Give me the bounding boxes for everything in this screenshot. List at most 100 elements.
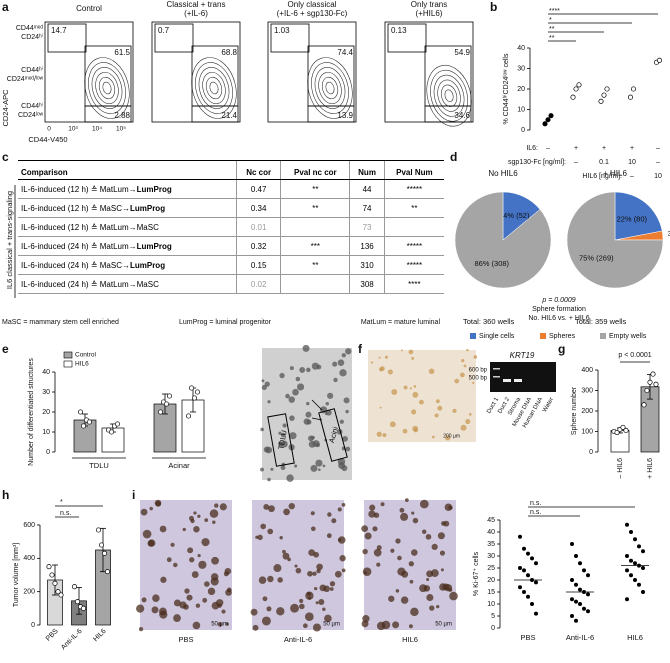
cell: 0.01 [235, 217, 281, 237]
point [534, 611, 538, 616]
cell: **** [383, 274, 444, 294]
point [574, 554, 578, 558]
gate-value: 34.6 [454, 111, 470, 120]
photo-texture [173, 562, 178, 568]
pie-title: + HIL6 [603, 169, 627, 178]
contour [437, 79, 461, 112]
photo-texture [411, 409, 417, 415]
point [86, 419, 93, 425]
photo-texture [376, 562, 381, 567]
photo-texture [214, 503, 219, 508]
photo-texture [225, 622, 229, 626]
photo-texture [299, 603, 305, 610]
target: LumProg [129, 260, 166, 270]
photo-texture [204, 581, 210, 587]
legend-label: Spheres [549, 333, 576, 340]
pie-label: 3% (10) [668, 229, 670, 238]
photo-texture [329, 581, 336, 587]
x-tick-label: PBS [520, 633, 535, 642]
y-tick-label: 600 [23, 522, 35, 529]
plot-title: Control [76, 4, 102, 13]
point [522, 568, 526, 573]
photo-texture [278, 431, 282, 435]
photo-texture [312, 571, 317, 576]
gate [424, 105, 472, 123]
photo-texture [334, 570, 342, 578]
plot-title: (+IL-6) [184, 9, 208, 18]
cell: ** [383, 198, 444, 218]
cell: 310 [349, 255, 385, 275]
photo-texture [339, 419, 344, 424]
photo-texture [400, 512, 409, 521]
arrow [311, 399, 323, 411]
photo-texture [461, 359, 465, 363]
photo-texture [197, 553, 201, 558]
photo-texture [341, 503, 346, 507]
pie-label: 22% (80) [617, 215, 648, 224]
photo-texture [384, 355, 388, 359]
photo-texture [302, 344, 310, 352]
x-tick-label: – HIL6 [617, 458, 624, 479]
gel-band [493, 376, 500, 378]
point [542, 121, 548, 127]
legend-swatch [540, 333, 546, 339]
gate-value: 68.8 [221, 48, 237, 57]
point [641, 590, 645, 594]
y-tick-label: 40 [517, 45, 525, 52]
photo-texture [299, 598, 304, 604]
plot-title: (+HIL6) [416, 9, 443, 18]
point [534, 580, 538, 585]
comparison: IL-6-induced (12 h) ≙ MatLum→MaSC [21, 222, 159, 232]
cell: 0.15 [235, 255, 281, 275]
row-value: 10 [654, 173, 662, 180]
image-label: Anti-IL-6 [284, 635, 312, 644]
photo-texture [302, 623, 308, 629]
gate-label: CD44ᵐᵉᵈ [16, 25, 44, 32]
row-value: + [602, 145, 606, 152]
photo-texture [261, 384, 267, 391]
panel-label: g [558, 342, 565, 356]
point [71, 584, 78, 590]
y-tick-label: 10 [487, 601, 495, 608]
photo-texture [379, 406, 382, 409]
cell: *** [280, 236, 350, 256]
point [576, 82, 582, 88]
cell [383, 217, 444, 237]
pie-total: Total: 360 wells [463, 317, 515, 326]
header-cell: Pval nc cor [280, 160, 350, 180]
contour [198, 67, 230, 109]
significance-label: n.s. [530, 509, 541, 516]
significance-label: n.s. [60, 510, 71, 517]
photo-texture [361, 620, 369, 628]
y-tick-label: 30 [487, 553, 495, 560]
point [163, 401, 170, 407]
photo-texture [409, 579, 414, 584]
panel-label: b [490, 0, 497, 14]
plot-frame [267, 21, 357, 123]
photo-texture [310, 464, 318, 472]
image-label: Acini [327, 426, 340, 444]
photo-texture [179, 601, 187, 609]
cell: ** [280, 198, 350, 218]
comparison: IL-6-induced (24 h) ≙ MatLum→MaSC [21, 279, 159, 289]
photo-texture [408, 349, 414, 355]
legend-label: Control [75, 352, 97, 359]
photo-texture [473, 355, 478, 359]
photo-texture [278, 441, 283, 446]
point [570, 597, 574, 602]
contour [209, 81, 219, 95]
comparison-table: Comparison Nc cor Pval nc cor Num Pval Num IL… [18, 160, 444, 294]
photo-texture [221, 609, 226, 614]
contour [91, 67, 123, 109]
point [601, 92, 607, 98]
photo-texture [341, 353, 346, 358]
photo-texture [428, 368, 435, 375]
header-cell: Nc cor [235, 160, 281, 180]
photo-texture [294, 464, 298, 468]
plot-title: Only classical [288, 0, 337, 9]
point [518, 534, 522, 539]
photo-texture [412, 517, 419, 524]
photo-texture [411, 549, 418, 556]
contour [311, 62, 349, 114]
point [586, 592, 590, 597]
